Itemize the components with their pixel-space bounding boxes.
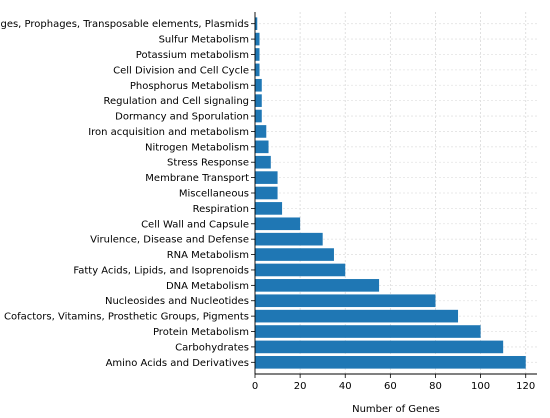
bar [255,202,283,215]
category-label: Regulation and Cell signaling [104,96,249,107]
category-label: Virulence, Disease and Defense [90,235,249,246]
category-label: Potassium metabolism [136,50,249,61]
bar [255,294,436,308]
category-label: Sulfur Metabolism [159,35,249,46]
bar [255,355,526,369]
bar [255,309,459,323]
x-tick-label: 40 [339,381,352,392]
bar [255,48,260,61]
bars [255,17,526,369]
x-tick-label: 60 [384,381,397,392]
bar [255,63,260,77]
category-label: Phages, Prophages, Transposable elements… [0,19,249,30]
bar [255,325,481,338]
category-label: DNA Metabolism [166,281,249,292]
category-label: Amino Acids and Derivatives [106,358,249,369]
x-tick-label: 20 [294,381,307,392]
category-label: Carbohydrates [175,342,249,353]
bar [255,32,260,46]
category-label: Cell Wall and Capsule [141,219,249,230]
x-axis-title: Number of Genes [352,404,440,415]
bar [255,217,301,231]
bar [255,232,323,246]
x-tick-label: 80 [429,381,442,392]
category-labels: Amino Acids and Derivatives Carbohydrates… [0,19,255,369]
bar [255,340,504,354]
category-label: Membrane Transport [145,173,249,184]
x-ticks: 0 20 40 60 80 100 120 [252,374,535,392]
category-label: Phosphorus Metabolism [130,81,249,92]
category-label: RNA Metabolism [167,250,249,261]
bar [255,78,262,92]
bar [255,125,267,138]
bar [255,109,262,123]
category-label: Respiration [193,204,249,215]
bar [255,17,258,31]
category-label: Nitrogen Metabolism [145,142,249,153]
bar [255,186,278,200]
category-label: Cell Division and Cell Cycle [113,65,249,76]
bar [255,279,380,292]
category-label: Fatty Acids, Lipids, and Isoprenoids [73,265,249,276]
bar [255,155,271,169]
x-tick-label: 100 [471,381,490,392]
category-label: Nucleosides and Nucleotides [105,296,249,307]
category-label: Miscellaneous [179,189,249,200]
category-label: Iron acquisition and metabolism [88,127,249,138]
category-label: Cofactors, Vitamins, Prosthetic Groups, … [4,312,249,323]
category-label: Stress Response [167,158,249,169]
bar [255,94,262,107]
x-tick-label: 0 [252,381,258,392]
category-label: Dormancy and Sporulation [115,112,249,123]
bar [255,171,278,184]
x-tick-label: 120 [516,381,535,392]
category-label: Protein Metabolism [153,327,249,338]
grid [254,12,537,374]
bar [255,248,334,261]
bar [255,140,269,154]
bar [255,263,346,277]
